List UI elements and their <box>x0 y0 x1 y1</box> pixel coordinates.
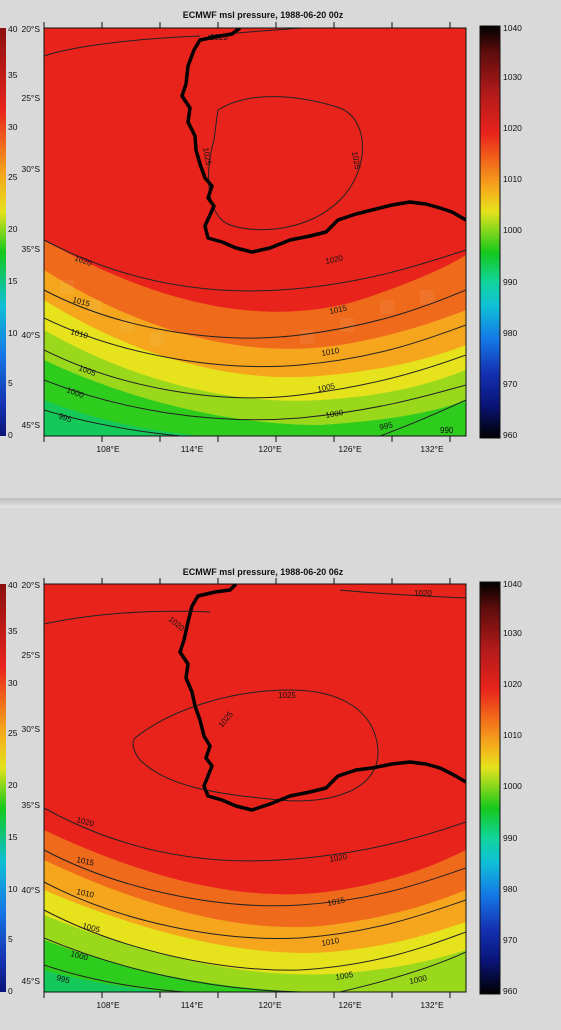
colorbar-label: 1020 <box>503 679 522 689</box>
contour-label: 1025 <box>278 691 296 700</box>
contour-label: 1015 <box>327 895 347 908</box>
left-colorbar-label: 20 <box>8 224 18 234</box>
contour-label: 1015 <box>76 855 96 868</box>
coastline <box>178 584 466 812</box>
contour-label: 1000 <box>409 973 429 986</box>
lon-label-114e: 114°E <box>181 444 204 454</box>
contour-label: 1010 <box>321 346 341 358</box>
left-colorbar-label: 15 <box>8 832 18 842</box>
left-colorbar <box>0 28 6 436</box>
lon-label-132e: 132°E <box>420 1000 444 1010</box>
panel-divider <box>0 498 561 508</box>
contour-label: 990 <box>440 426 454 435</box>
map-svg-06z: ECMWF msl pressure, 1988-06-20 06z 20°S … <box>0 567 522 1010</box>
map-frame <box>43 583 467 993</box>
lat-label-35s: 35°S <box>21 244 40 254</box>
coastline <box>180 28 466 254</box>
map-svg-00z: ECMWF msl pressure, 1988-06-20 00z 20°S … <box>0 10 522 454</box>
left-colorbar-label: 40 <box>8 24 18 34</box>
left-colorbar <box>0 584 6 992</box>
pressure-field <box>44 28 466 436</box>
lat-label-20s: 20°S <box>21 24 40 34</box>
colorbar <box>479 25 501 439</box>
colorbar-label: 1030 <box>503 628 522 638</box>
lon-label-108e: 108°E <box>96 1000 120 1010</box>
colorbar-label: 1040 <box>503 579 522 589</box>
colorbar <box>479 581 501 995</box>
lon-label-114e: 114°E <box>181 1000 204 1010</box>
colorbar-label: 980 <box>503 884 517 894</box>
lat-label-30s: 30°S <box>21 164 40 174</box>
lat-label-40s: 40°S <box>21 330 40 340</box>
colorbar-label: 1020 <box>503 123 522 133</box>
left-colorbar-label: 15 <box>8 276 18 286</box>
pressure-field <box>44 584 466 992</box>
lon-label-120e: 120°E <box>258 1000 282 1010</box>
contour-label: 1010 <box>321 936 341 948</box>
contour-label: 1020 <box>210 33 228 42</box>
left-colorbar-label: 30 <box>8 678 18 688</box>
map-panel-00z: ECMWF msl pressure, 1988-06-20 00z 20°S … <box>0 0 561 470</box>
map-frame <box>43 27 467 437</box>
colorbar-label: 970 <box>503 935 517 945</box>
colorbar-label: 970 <box>503 379 517 389</box>
colorbar-label: 1000 <box>503 781 522 791</box>
contour-label: 1020 <box>325 253 345 266</box>
colorbar-label: 990 <box>503 277 517 287</box>
lon-label-108e: 108°E <box>96 444 120 454</box>
left-colorbar-label: 25 <box>8 172 18 182</box>
lat-label-25s: 25°S <box>21 93 40 103</box>
left-colorbar-label: 40 <box>8 580 18 590</box>
left-colorbar-label: 0 <box>8 430 13 440</box>
lat-label-25s: 25°S <box>21 650 40 660</box>
left-colorbar-label: 30 <box>8 122 18 132</box>
contour-label: 1005 <box>335 970 355 982</box>
left-colorbar-label: 35 <box>8 626 18 636</box>
colorbar-label: 1010 <box>503 730 522 740</box>
lat-label-40s: 40°S <box>21 885 40 895</box>
map-title: ECMWF msl pressure, 1988-06-20 00z <box>183 10 344 20</box>
left-colorbar-label: 0 <box>8 986 13 996</box>
lon-label-126e: 126°E <box>338 1000 362 1010</box>
colorbar-label: 1030 <box>503 72 522 82</box>
colorbar-label: 1010 <box>503 174 522 184</box>
colorbar-label: 990 <box>503 833 517 843</box>
map-title: ECMWF msl pressure, 1988-06-20 06z <box>183 567 344 577</box>
lon-label-126e: 126°E <box>338 444 362 454</box>
colorbar-label: 980 <box>503 328 517 338</box>
contour-label: 1025 <box>350 151 362 171</box>
colorbar-label: 960 <box>503 986 517 996</box>
lat-label-20s: 20°S <box>21 580 40 590</box>
lon-label-132e: 132°E <box>420 444 444 454</box>
left-colorbar-label: 10 <box>8 884 18 894</box>
contour-label: 1010 <box>76 887 96 900</box>
contour-label: 1025 <box>201 147 213 167</box>
left-colorbar-label: 10 <box>8 328 18 338</box>
contour-label: 1015 <box>329 303 349 316</box>
lon-label-120e: 120°E <box>258 444 282 454</box>
colorbar-label: 960 <box>503 430 517 440</box>
left-colorbar-label: 5 <box>8 934 13 944</box>
lat-label-35s: 35°S <box>21 800 40 810</box>
contour-label: 1020 <box>414 589 432 598</box>
contour-label: 995 <box>379 420 394 432</box>
lat-label-30s: 30°S <box>21 724 40 734</box>
left-colorbar-label: 25 <box>8 728 18 738</box>
contour-label: 1005 <box>317 381 337 394</box>
contour-label: 995 <box>57 411 73 424</box>
colorbar-label: 1000 <box>503 225 522 235</box>
contour-label: 995 <box>55 973 71 985</box>
colorbar-label: 1040 <box>503 23 522 33</box>
map-panel-06z: ECMWF msl pressure, 1988-06-20 06z 20°S … <box>0 560 561 1030</box>
contour-label: 1000 <box>325 408 345 420</box>
lat-label-45s: 45°S <box>21 420 40 430</box>
left-colorbar-label: 35 <box>8 70 18 80</box>
contour-label: 1020 <box>329 852 349 864</box>
left-colorbar-label: 5 <box>8 378 13 388</box>
lat-label-45s: 45°S <box>21 976 40 986</box>
left-colorbar-label: 20 <box>8 780 18 790</box>
